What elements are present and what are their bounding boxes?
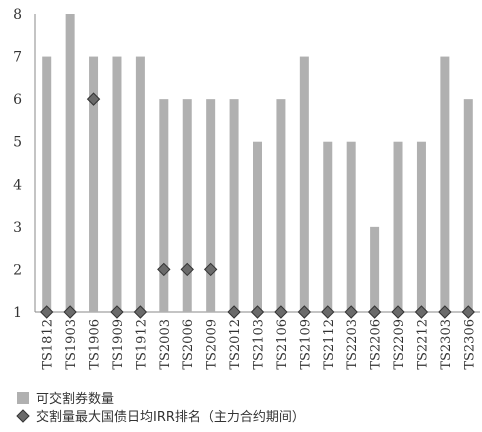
bar bbox=[299, 56, 309, 313]
y-tick-label: 7 bbox=[13, 50, 22, 66]
irr-rank-marker bbox=[40, 305, 54, 319]
irr-rank-marker bbox=[157, 262, 171, 277]
bar bbox=[440, 56, 450, 313]
bar bbox=[159, 99, 169, 313]
marker-series bbox=[40, 92, 475, 319]
irr-rank-marker bbox=[227, 305, 241, 319]
bar bbox=[463, 99, 473, 313]
irr-rank-marker bbox=[250, 305, 265, 319]
irr-rank-marker bbox=[344, 305, 358, 319]
x-tick-label: TS2003 bbox=[158, 319, 173, 370]
bar bbox=[182, 99, 192, 313]
bar bbox=[323, 141, 333, 312]
x-tick-label: TS2203 bbox=[345, 319, 360, 370]
bar bbox=[276, 99, 286, 313]
y-tick-label: 6 bbox=[13, 92, 22, 108]
irr-rank-marker bbox=[297, 305, 312, 319]
bar bbox=[346, 141, 356, 312]
x-tick-label: TS2206 bbox=[369, 319, 384, 370]
x-tick-label: TS1909 bbox=[111, 319, 126, 370]
legend: 可交割券数量 交割量最大国债日均IRR排名（主力合约期间） bbox=[16, 391, 305, 425]
y-tick-labels: 1 2 3 4 5 6 7 8 bbox=[13, 7, 22, 321]
irr-rank-marker bbox=[203, 262, 218, 277]
y-tick-label: 3 bbox=[13, 220, 22, 236]
x-tick-label: TS2103 bbox=[252, 319, 267, 370]
y-tick-label: 4 bbox=[13, 177, 22, 193]
irr-rank-marker bbox=[321, 305, 335, 319]
x-tick-label: TS1906 bbox=[88, 319, 103, 370]
irr-rank-marker bbox=[180, 262, 194, 277]
x-tick-label: TS2009 bbox=[205, 319, 220, 370]
irr-rank-marker bbox=[86, 92, 101, 106]
x-tick-label: TS2012 bbox=[228, 319, 243, 370]
bar bbox=[112, 56, 122, 313]
x-tick-label: TS2006 bbox=[181, 319, 196, 370]
irr-rank-marker bbox=[461, 305, 475, 319]
y-tick-label: 2 bbox=[13, 262, 22, 278]
y-tick-label: 1 bbox=[13, 305, 22, 321]
bar bbox=[135, 56, 145, 313]
x-tick-label: TS1903 bbox=[64, 319, 79, 370]
bar bbox=[206, 99, 216, 313]
legend-label-marker: 交割量最大国债日均IRR排名（主力合约期间） bbox=[36, 409, 305, 425]
irr-rank-marker bbox=[367, 305, 382, 319]
y-tick-label: 8 bbox=[13, 7, 22, 23]
bar bbox=[393, 141, 403, 312]
legend-swatch-bar bbox=[17, 392, 29, 404]
x-tick-label: TS2209 bbox=[392, 319, 407, 370]
irr-rank-marker bbox=[63, 305, 77, 319]
x-tick-label: TS2106 bbox=[275, 319, 290, 370]
x-tick-label: TS2303 bbox=[439, 319, 454, 370]
bar bbox=[42, 56, 52, 313]
bar-series bbox=[42, 14, 473, 313]
irr-rank-marker bbox=[110, 305, 124, 319]
irr-rank-marker bbox=[133, 305, 148, 319]
y-tick-label: 5 bbox=[13, 135, 22, 151]
bar bbox=[416, 141, 426, 312]
x-tick-labels: TS1812 TS1903 TS1906 TS1909 TS1912 TS2003 TS20… bbox=[41, 319, 478, 370]
irr-rank-marker bbox=[391, 305, 405, 319]
bar bbox=[65, 14, 75, 312]
x-tick-label: TS2109 bbox=[298, 319, 313, 370]
irr-rank-marker bbox=[414, 305, 429, 319]
irr-rank-marker bbox=[274, 305, 288, 319]
irr-rank-marker bbox=[438, 305, 452, 319]
legend-label-bar: 可交割券数量 bbox=[36, 391, 114, 407]
bar bbox=[89, 56, 99, 313]
bar bbox=[229, 99, 239, 313]
bar bbox=[370, 226, 380, 312]
x-tick-label: TS1812 bbox=[41, 319, 56, 370]
bar bbox=[253, 141, 262, 312]
x-tick-label: TS2112 bbox=[322, 319, 337, 370]
x-tick-label: TS2306 bbox=[462, 319, 477, 370]
legend-swatch-marker bbox=[16, 409, 30, 423]
x-tick-label: TS1912 bbox=[134, 319, 149, 370]
x-tick-label: TS2212 bbox=[415, 319, 430, 370]
